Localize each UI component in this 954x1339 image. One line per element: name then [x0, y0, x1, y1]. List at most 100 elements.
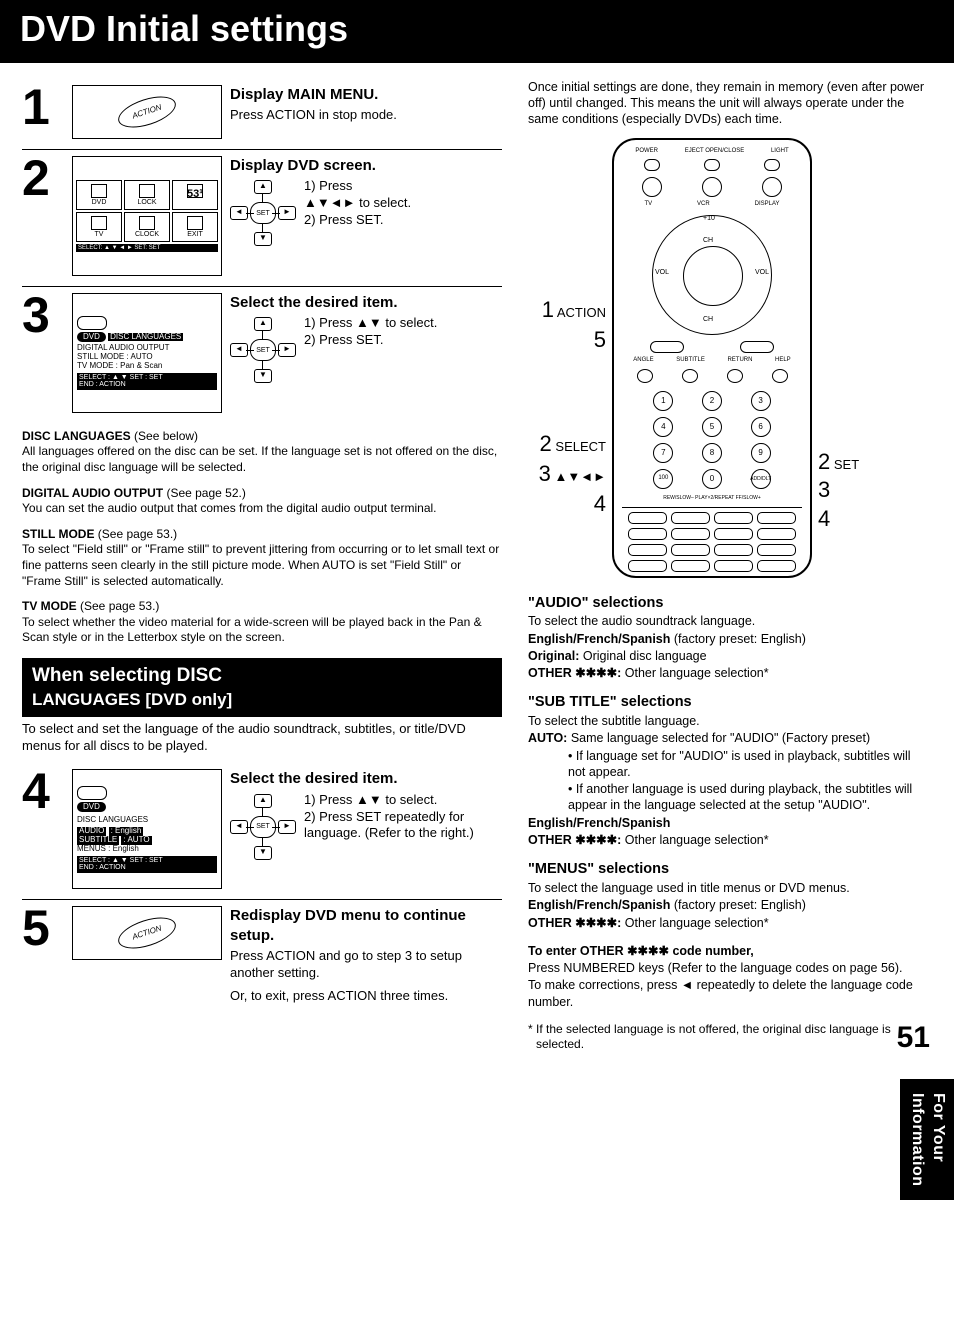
label-num: 4 — [594, 491, 606, 516]
transport-button — [628, 512, 667, 524]
sel-line: To make corrections, press ◄ repeatedly … — [528, 977, 930, 1010]
up-icon: ▲ — [254, 180, 272, 194]
label-num: 2 — [540, 431, 552, 456]
desc-body: All languages offered on the disc can be… — [22, 444, 497, 474]
remote-labels-right: 2 SET 3 4 — [818, 138, 868, 534]
desc-title: DISC LANGUAGES — [22, 429, 131, 443]
up-icon: ▲ — [254, 794, 272, 808]
right-icon: ► — [278, 206, 296, 220]
remote-diagram: 1 ACTION 5 2 SELECT 3 ▲▼◄► 4 POWER EJECT… — [528, 138, 930, 578]
header-line2: LANGUAGES [DVD only] — [32, 690, 232, 709]
menu-row: MENUS : English — [77, 845, 217, 854]
num-0: 0 — [702, 469, 722, 489]
display-button — [762, 177, 782, 197]
transport-header: REW/SLOW– PLAY×2/REPEAT FF/SLOW+ — [622, 495, 802, 502]
menu-footer-line: SELECT : ▲ ▼ SET : SET — [79, 374, 163, 381]
menu-footer: SELECT : ▲ ▼ SET : SET END : ACTION — [77, 856, 217, 873]
step-body: Or, to exit, press ACTION three times. — [230, 988, 502, 1005]
line: 1) Press ▲▼ to select. — [304, 315, 437, 332]
step-4: 4 DVD DISC LANGUAGES AUDIO : English SUB… — [22, 763, 502, 900]
nav-cross-icon: ▲ ▼ ◄ ► SET — [230, 180, 296, 246]
step-2: 2 DVD LOCK 53¹ TV CLOCK EXIT SELECT: ▲ ▼… — [22, 150, 502, 287]
sel-bold: OTHER ✱✱✱✱: — [528, 666, 621, 680]
step-instructions: 1) Press ▲▼◄► to select. 2) Press SET. — [304, 178, 411, 246]
label-3: 3 — [818, 476, 868, 505]
remote-label: LIGHT — [771, 148, 789, 156]
dvd-menu: DVD DISC LANGUAGES DIGITAL AUDIO OUTPUT … — [77, 316, 217, 391]
step-heading: Display MAIN MENU. — [230, 85, 502, 105]
sel-bullet: If another language is used during playb… — [558, 781, 930, 814]
right-icon: ► — [278, 820, 296, 834]
desc-title: STILL MODE — [22, 527, 94, 541]
line: 1) Press ▲▼ to select. — [304, 792, 502, 809]
down-icon: ▼ — [254, 369, 272, 383]
grid-clock: CLOCK — [124, 212, 170, 242]
help-button — [772, 369, 788, 383]
label-num: 3 — [539, 461, 551, 486]
right-column: Once initial settings are done, they rem… — [528, 79, 930, 1053]
sel-line: To select the subtitle language. — [528, 713, 930, 729]
sel-line: English/French/Spanish (factory preset: … — [528, 897, 930, 913]
eject-button — [704, 159, 720, 171]
angle-button — [637, 369, 653, 383]
side-tab: For Your Information — [900, 1079, 954, 1200]
num-9: 9 — [751, 443, 771, 463]
footnote: * If the selected language is not offere… — [528, 1022, 930, 1053]
intro-text: Once initial settings are done, they rem… — [528, 79, 930, 128]
prog-button — [740, 341, 774, 353]
audio-selections: "AUDIO" selections To select the audio s… — [528, 594, 930, 682]
step-heading: Select the desired item. — [230, 293, 502, 313]
grid-lock: LOCK — [124, 180, 170, 210]
num-100: 100 — [653, 469, 673, 489]
step-4-text: Select the desired item. ▲ ▼ ◄ ► SET 1) … — [230, 769, 502, 860]
sel-text: (factory preset: English) — [670, 632, 805, 646]
desc-see: (See page 53.) — [94, 527, 177, 541]
line: 1) Press — [304, 178, 411, 195]
menu-dvd-label: DVD — [77, 802, 106, 813]
step-number: 4 — [22, 769, 64, 814]
dvd-screen-grid: DVD LOCK 53¹ TV CLOCK EXIT — [76, 180, 218, 242]
action-button — [650, 341, 684, 353]
sel-line: Press NUMBERED keys (Refer to the langua… — [528, 960, 930, 976]
right-icon: ► — [278, 343, 296, 357]
label-4: 4 — [528, 492, 606, 516]
transport-button — [714, 512, 753, 524]
nav-cross-icon: ▲ ▼ ◄ ► SET — [230, 794, 296, 860]
sel-line: To enter OTHER ✱✱✱✱ code number, — [528, 943, 930, 959]
sel-line: OTHER ✱✱✱✱: Other language selection* — [528, 915, 930, 931]
nav-cross-icon: ▲ ▼ ◄ ► SET — [230, 317, 296, 383]
grid-footer: SELECT: ▲ ▼ ◄ ► SET: SET — [76, 244, 218, 253]
transport-button — [757, 512, 796, 524]
transport-button — [757, 544, 796, 556]
remote-label: VCR — [697, 201, 710, 209]
sel-line: To select the audio soundtrack language. — [528, 613, 930, 629]
subtitle-selections: "SUB TITLE" selections To select the sub… — [528, 693, 930, 848]
grid-dvd: DVD — [76, 180, 122, 210]
grid-tv: TV — [76, 212, 122, 242]
remote-labels-left: 1 ACTION 5 2 SELECT 3 ▲▼◄► 4 — [528, 138, 606, 523]
transport-button — [714, 560, 753, 572]
sel-heading: "MENUS" selections — [528, 860, 930, 879]
step-number: 3 — [22, 293, 64, 338]
num-6: 6 — [751, 417, 771, 437]
num-2: 2 — [702, 391, 722, 411]
menus-selections: "MENUS" selections To select the languag… — [528, 860, 930, 931]
remote-label: SUBTITLE — [676, 357, 705, 365]
disc-icon — [77, 786, 107, 800]
label-select: 2 SELECT — [528, 432, 606, 456]
step-2-graphic: DVD LOCK 53¹ TV CLOCK EXIT SELECT: ▲ ▼ ◄… — [72, 156, 222, 276]
desc-digital-audio: DIGITAL AUDIO OUTPUT (See page 52.) You … — [22, 486, 502, 517]
desc-tv-mode: TV MODE (See page 53.) To select whether… — [22, 599, 502, 646]
sel-text: Same language selected for "AUDIO" (Fact… — [567, 731, 870, 745]
label-arrows: 3 ▲▼◄► — [528, 462, 606, 486]
menu-row-val: : English — [108, 844, 139, 853]
num-5: 5 — [702, 417, 722, 437]
sel-heading: "AUDIO" selections — [528, 594, 930, 613]
num-7: 7 — [653, 443, 673, 463]
desc-body: To select "Field still" or "Frame still"… — [22, 542, 499, 587]
sel-line: English/French/Spanish (factory preset: … — [528, 631, 930, 647]
grid-exit: EXIT — [172, 212, 218, 242]
subtitle-button — [682, 369, 698, 383]
desc-see: (See page 52.) — [163, 486, 246, 500]
nav-ring: +10 CH VOL VOL CH — [652, 215, 772, 335]
